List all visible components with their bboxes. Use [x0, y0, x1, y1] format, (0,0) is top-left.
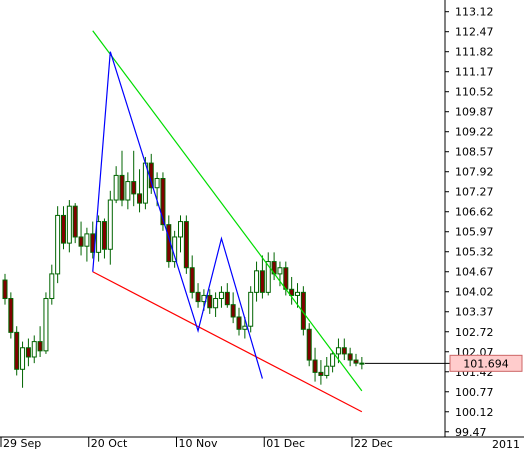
current-price-marker: 101.694 [364, 354, 523, 372]
candle-body [236, 316, 242, 330]
x-tick-label: 10 Nov [179, 437, 218, 450]
y-tick-label: 111.17 [455, 66, 494, 79]
candle-body [14, 331, 20, 370]
y-tick-label: 108.57 [455, 146, 494, 159]
y-tick-label: 107.27 [455, 186, 494, 199]
candle-body [131, 181, 137, 195]
candle-body [189, 267, 195, 293]
candle-body [289, 288, 295, 296]
candle-body [61, 214, 66, 244]
candle-body [125, 181, 131, 201]
candle-body [341, 347, 347, 355]
candle-body [295, 291, 300, 296]
y-tick-label: 111.82 [455, 46, 494, 59]
candle-body [66, 205, 72, 244]
y-tick-label: 105.32 [455, 246, 494, 259]
candle-body [318, 371, 324, 376]
candle-body [259, 270, 265, 293]
y-tick-label: 102.72 [455, 326, 494, 339]
trendlines-layer [92, 30, 363, 413]
current-price-label: 101.694 [463, 357, 509, 370]
candle-body [101, 221, 107, 250]
candle-body [265, 261, 271, 293]
candle-body [218, 291, 224, 300]
y-tick-label: 112.47 [455, 26, 494, 39]
candle-body [119, 174, 125, 201]
candle-body [160, 177, 166, 226]
y-tick-label: 113.12 [455, 6, 494, 19]
y-tick-label: 100.12 [455, 406, 494, 419]
candle-body [359, 362, 365, 365]
candle-body [347, 353, 353, 361]
candle-body [43, 298, 49, 352]
candle-body [20, 347, 26, 370]
trend-line [92, 30, 363, 392]
x-tick-label: 20 Oct [91, 437, 128, 450]
candle-body [330, 353, 336, 367]
candle-body [224, 291, 230, 306]
candle-body [242, 325, 248, 330]
candle-body [353, 359, 359, 364]
candle-body [49, 273, 55, 300]
candle-body [37, 341, 43, 352]
y-tick-label: 109.22 [455, 126, 494, 139]
candle-body [55, 214, 61, 275]
y-tick-label: 100.77 [455, 386, 494, 399]
x-tick-label: 22 Dec [354, 437, 393, 450]
y-tick-label: 99.47 [455, 426, 487, 439]
candle-body [195, 291, 201, 303]
y-tick-label: 106.62 [455, 206, 494, 219]
trend-line [92, 271, 363, 413]
candle-body [254, 270, 260, 293]
candle-body [2, 279, 8, 300]
candle-body [96, 221, 102, 253]
candle-body [183, 221, 189, 269]
candle-body [283, 267, 289, 290]
candle-body [207, 294, 213, 309]
candle-body [107, 199, 113, 250]
y-tick-label: 103.37 [455, 306, 494, 319]
y-tick-label: 104.02 [455, 286, 494, 299]
year-label: 2011 [492, 438, 520, 450]
candle-body [78, 236, 84, 247]
candle-body [178, 221, 183, 238]
candle-body [312, 359, 318, 373]
x-tick-label: 01 Dec [266, 437, 305, 450]
y-axis: 113.12 112.47 111.82 111.17 110.52 109.87 109.… [445, 6, 494, 439]
candle-body [84, 233, 90, 247]
candle-body [335, 347, 341, 355]
y-tick-label: 105.97 [455, 226, 494, 239]
candle-body [306, 328, 312, 361]
y-tick-label: 104.67 [455, 266, 494, 279]
candle-body [137, 193, 143, 204]
current-price-box [449, 354, 523, 372]
candle-body [8, 298, 14, 333]
x-tick-label: 29 Sep [3, 437, 41, 450]
candle-body [230, 304, 236, 318]
candle-body [31, 341, 37, 358]
candle-body [25, 347, 31, 358]
x-axis: 29 Sep 20 Oct 10 Nov 01 Dec 22 Dec [0, 437, 393, 450]
y-tick-label: 110.52 [455, 86, 494, 99]
candle-body [213, 298, 219, 309]
candles-layer [2, 150, 365, 388]
candle-body [148, 162, 154, 189]
y-tick-label: 109.87 [455, 106, 494, 119]
candle-body [113, 174, 119, 201]
candle-body [277, 267, 283, 275]
trend-line [92, 51, 263, 379]
candle-body [324, 365, 330, 376]
candle-body [154, 177, 160, 189]
y-tick-label: 107.92 [455, 166, 494, 179]
candle-body [248, 291, 254, 327]
candle-body [72, 205, 78, 238]
